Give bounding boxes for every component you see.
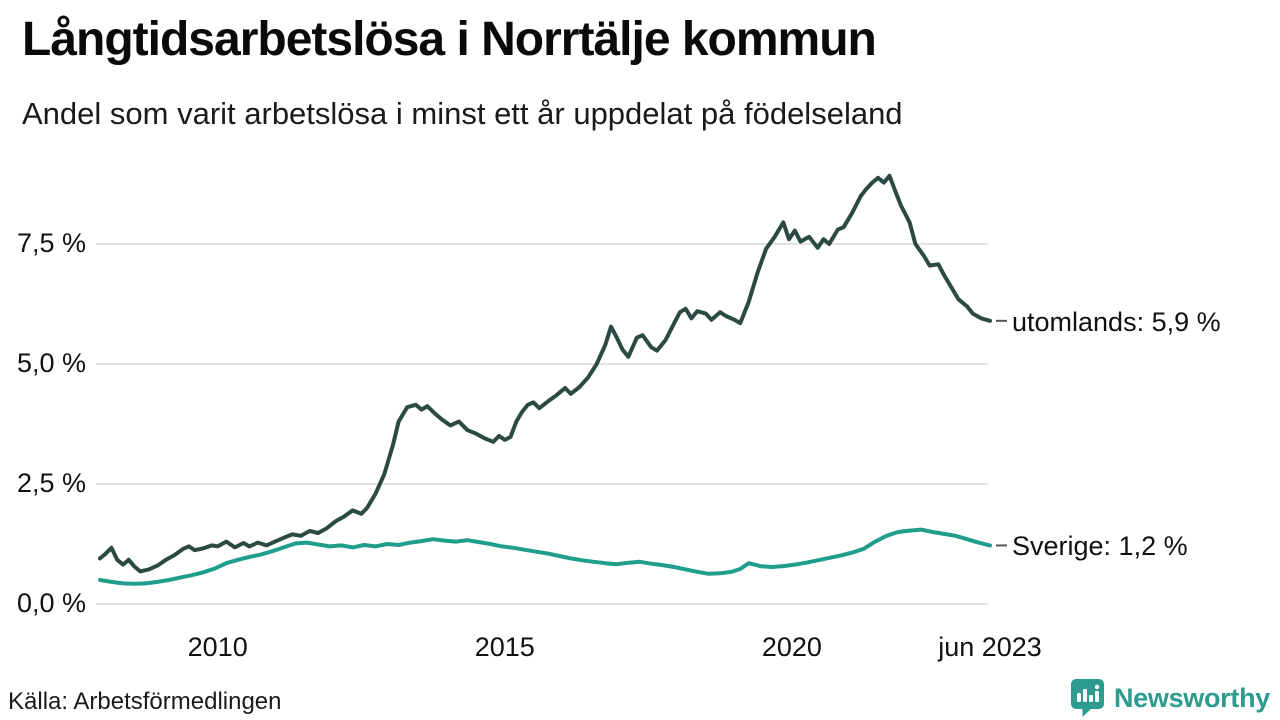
- x-tick-label: jun 2023: [938, 632, 1042, 662]
- y-tick-label: 7,5 %: [16, 228, 86, 258]
- brand-logo: Newsworthy: [1070, 678, 1270, 718]
- series-end-label-Sverige: Sverige: 1,2 %: [1012, 531, 1188, 562]
- x-tick-label: 2010: [187, 632, 248, 662]
- page-title: Långtidsarbetslösa i Norrtälje kommun: [22, 13, 877, 66]
- page-subtitle: Andel som varit arbetslösa i minst ett å…: [22, 96, 903, 131]
- x-tick-label: 2020: [761, 632, 822, 662]
- series-line-Sverige: [98, 527, 992, 586]
- y-tick-label: 0,0 %: [16, 588, 86, 618]
- y-tick-label: 5,0 %: [16, 348, 86, 378]
- brand-name: Newsworthy: [1113, 682, 1270, 713]
- series-line-utomlands: [98, 173, 992, 574]
- source-note: Källa: Arbetsförmedlingen: [8, 688, 282, 715]
- x-tick-label: 2015: [474, 632, 535, 662]
- newsworthy-logo-icon: [1070, 679, 1104, 717]
- y-tick-label: 2,5 %: [16, 468, 86, 498]
- series-end-label-utomlands: utomlands: 5,9 %: [1012, 306, 1221, 337]
